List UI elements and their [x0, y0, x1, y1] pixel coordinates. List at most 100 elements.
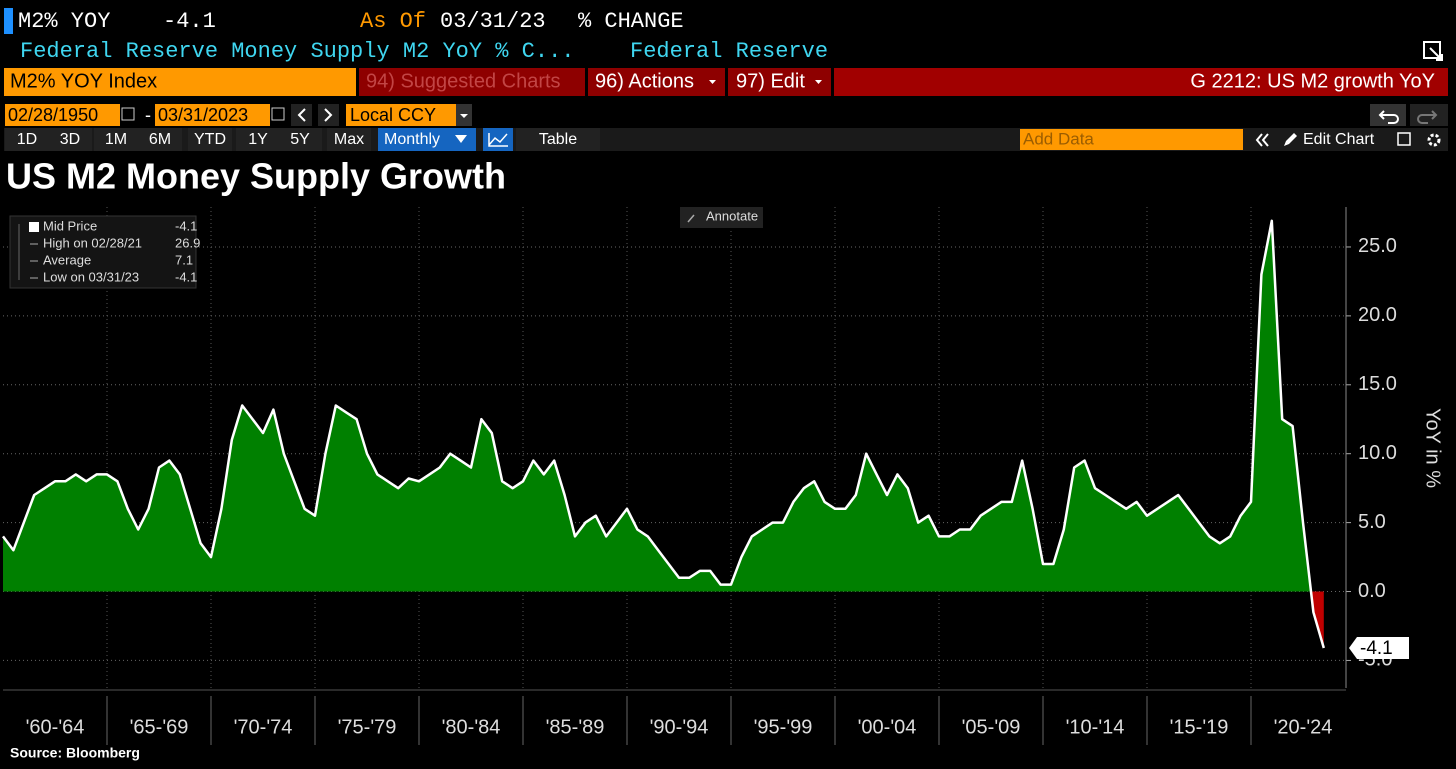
- menu-label: 94) Suggested Charts: [366, 70, 561, 92]
- x-tick-label: '60-'64: [26, 716, 85, 738]
- popout-frame: [1423, 41, 1441, 59]
- x-tick-label: '75-'79: [338, 716, 397, 738]
- title-bar: [834, 68, 1448, 96]
- next-arrow: [324, 108, 333, 122]
- popout-arrow: [1429, 47, 1443, 61]
- x-tick-label: '20-'24: [1274, 716, 1333, 738]
- start-date[interactable]: [5, 104, 120, 126]
- as-of-date: 03/31/23: [440, 9, 546, 34]
- end-date[interactable]: [155, 104, 270, 126]
- dropdown-arrow: [455, 135, 467, 143]
- footer-source: Source: Bloomberg: [10, 745, 140, 761]
- y-tick-label: 10.0: [1358, 442, 1397, 464]
- legend-label: Average: [43, 252, 91, 267]
- settings-edit-icon[interactable]: [1397, 132, 1411, 146]
- period-tab[interactable]: [5, 128, 49, 151]
- add-data-field[interactable]: [1020, 129, 1243, 150]
- next-button[interactable]: [318, 104, 339, 126]
- y-tick-label: 5.0: [1358, 511, 1386, 533]
- last-value-tag: [1349, 637, 1409, 660]
- mode: % CHANGE: [578, 9, 684, 34]
- period-label: YTD: [194, 131, 226, 148]
- chart-title: US M2 Money Supply Growth: [6, 156, 506, 197]
- table-button[interactable]: [516, 128, 600, 151]
- legend-value: 26.9: [175, 235, 200, 250]
- menu-button[interactable]: [359, 68, 585, 96]
- dropdown-arrow: [709, 80, 716, 84]
- x-tick-label: '15-'19: [1170, 716, 1229, 738]
- period-tab[interactable]: [138, 128, 182, 151]
- frequency: Monthly: [384, 131, 440, 148]
- menu-button[interactable]: [588, 68, 725, 96]
- table-label: Table: [539, 131, 577, 148]
- end-date-text: 03/31/2023: [158, 105, 248, 125]
- undo-icon: [1378, 110, 1399, 124]
- as-of-label: As Of: [360, 9, 426, 34]
- y-tick-label: 25.0: [1358, 235, 1397, 257]
- period-tab[interactable]: [278, 128, 322, 151]
- annotate-icon: [687, 214, 695, 223]
- calendar-icon[interactable]: [121, 107, 135, 121]
- source-name: Federal Reserve: [630, 39, 828, 64]
- start-date-text: 02/28/1950: [8, 105, 98, 125]
- period-label: Max: [334, 131, 364, 148]
- add-data-placeholder: Add Data: [1023, 129, 1094, 148]
- period-tab[interactable]: [48, 128, 92, 151]
- legend-label: Mid Price: [43, 218, 97, 233]
- menu-label: 96) Actions: [595, 70, 694, 92]
- period-tab[interactable]: [236, 128, 280, 151]
- period-label: 1Y: [248, 131, 268, 148]
- x-tick-label: '70-'74: [234, 716, 293, 738]
- settings-icon[interactable]: [1427, 133, 1441, 147]
- edit-chart[interactable]: Edit Chart: [1303, 131, 1375, 148]
- x-tick-label: '90-'94: [650, 716, 709, 738]
- annotate-label: Annotate: [706, 208, 758, 223]
- x-tick-label: '00-'04: [858, 716, 917, 738]
- last-value: -4.1: [163, 9, 216, 34]
- page-title: G 2212: US M2 growth YoY: [1190, 70, 1435, 92]
- ticker: M2% YOY: [18, 9, 110, 34]
- x-tick-label: '80-'84: [442, 716, 501, 738]
- prev-button[interactable]: [291, 104, 312, 126]
- y-tick-label: 20.0: [1358, 304, 1397, 326]
- legend-label: High on 02/28/21: [43, 235, 142, 250]
- calendar-icon[interactable]: [271, 107, 285, 121]
- dropdown-arrow: [460, 114, 468, 118]
- prev-arrow: [297, 108, 306, 122]
- x-tick-label: '10-'14: [1066, 716, 1125, 738]
- edit-icon: [1284, 133, 1297, 146]
- period-label: 3D: [60, 131, 80, 148]
- legend-box: [9, 215, 197, 289]
- security-field[interactable]: [4, 68, 356, 96]
- legend-value: -4.1: [175, 218, 197, 233]
- menu-label: 97) Edit: [736, 70, 805, 92]
- x-tick-label: '95-'99: [754, 716, 813, 738]
- period-label: 1D: [17, 131, 37, 148]
- series-line: [2, 219, 1326, 649]
- x-tick-label: '85-'89: [546, 716, 605, 738]
- x-tick-label: '05-'09: [962, 716, 1021, 738]
- legend-value: -4.1: [175, 269, 197, 284]
- period-tab[interactable]: [327, 128, 371, 151]
- ticker-marker: [4, 8, 13, 34]
- period-tab[interactable]: [188, 128, 232, 151]
- period-label: 1M: [105, 131, 127, 148]
- redo-icon: [1417, 110, 1438, 124]
- y-tick-label: 15.0: [1358, 373, 1397, 395]
- annotate-button[interactable]: [680, 207, 763, 228]
- last-value-label: -4.1: [1360, 638, 1393, 659]
- popout-icon[interactable]: [1423, 41, 1443, 61]
- period-tab[interactable]: [94, 128, 138, 151]
- currency-field[interactable]: [346, 104, 456, 126]
- frequency-button[interactable]: [378, 128, 476, 151]
- description: Federal Reserve Money Supply M2 YoY % C.…: [20, 39, 575, 64]
- period-label: 6M: [149, 131, 171, 148]
- chart-view-icon: [488, 133, 508, 147]
- legend-label: Low on 03/31/23: [43, 269, 139, 284]
- menu-button[interactable]: [728, 68, 831, 96]
- x-tick-label: '65-'69: [130, 716, 189, 738]
- y-tick-label: 0.0: [1358, 580, 1386, 602]
- collapse-icon[interactable]: [1255, 133, 1269, 147]
- y-axis-label: YoY in %: [1422, 408, 1444, 488]
